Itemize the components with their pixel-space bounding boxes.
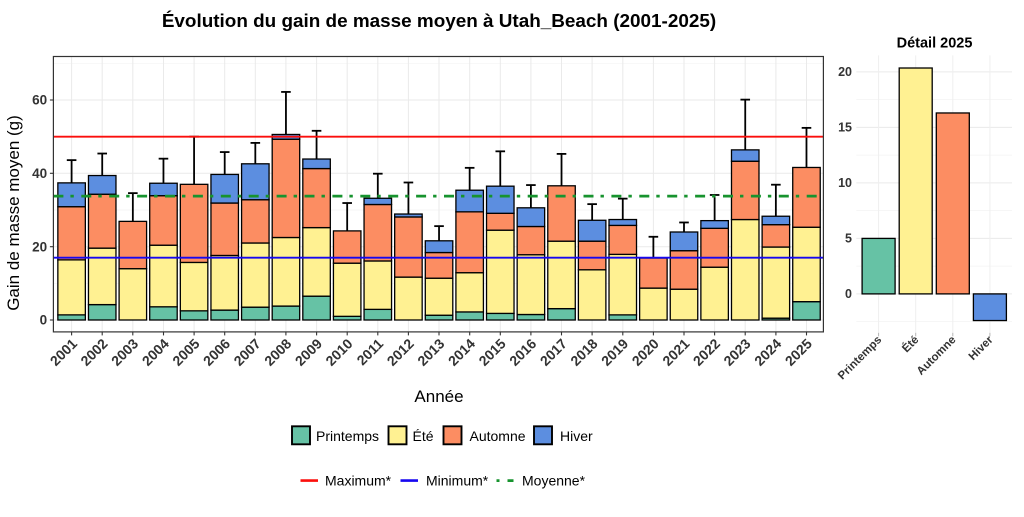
svg-text:Minimum*: Minimum* — [426, 473, 489, 489]
svg-text:Année: Année — [414, 387, 463, 406]
svg-text:Gain de masse moyen (g): Gain de masse moyen (g) — [4, 115, 23, 311]
svg-text:Détail 2025: Détail 2025 — [897, 35, 973, 51]
svg-text:Automne: Automne — [470, 428, 526, 444]
svg-text:40: 40 — [32, 166, 47, 181]
svg-text:Hiver: Hiver — [560, 428, 593, 444]
svg-text:Maximum*: Maximum* — [325, 473, 392, 489]
svg-text:Printemps: Printemps — [316, 428, 379, 444]
svg-text:20: 20 — [838, 65, 852, 79]
svg-text:10: 10 — [838, 176, 852, 190]
svg-text:5: 5 — [845, 232, 852, 246]
svg-text:0: 0 — [845, 287, 852, 301]
svg-text:Été: Été — [413, 428, 434, 444]
svg-text:Moyenne*: Moyenne* — [522, 473, 586, 489]
svg-text:Évolution du gain de masse moy: Évolution du gain de masse moyen à Utah_… — [162, 10, 716, 32]
svg-text:0: 0 — [40, 313, 48, 328]
svg-text:15: 15 — [838, 121, 852, 135]
svg-text:20: 20 — [32, 239, 47, 254]
svg-text:60: 60 — [32, 93, 47, 108]
